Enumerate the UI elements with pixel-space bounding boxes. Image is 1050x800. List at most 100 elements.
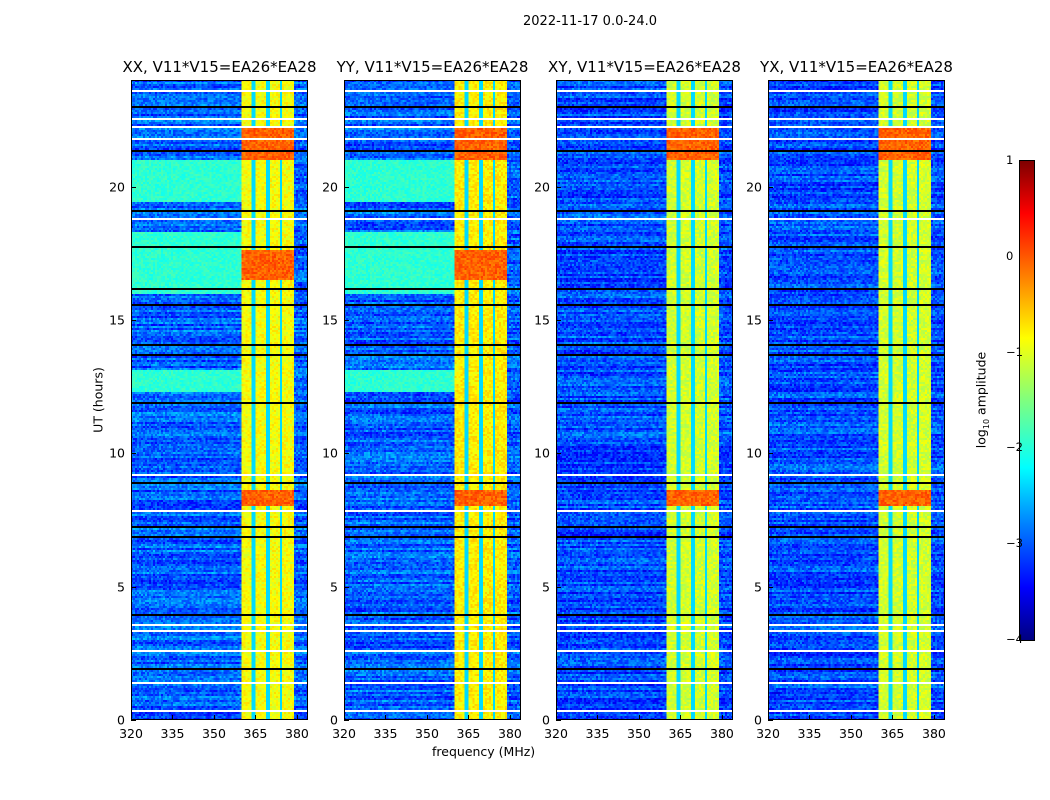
y-tick-label: 20 xyxy=(534,179,550,195)
heatmap-panel-4: YX, V11*V15=EA26*EA28 320 335 350 365 380 0 5 10… xyxy=(746,58,953,741)
figure-title: 2022-11-17 0.0-24.0 xyxy=(523,14,657,29)
x-tick-label: 350 xyxy=(627,726,651,741)
colorbar-label: log10 amplitude xyxy=(973,351,991,449)
colorbar-tick-label: −1 xyxy=(1006,344,1023,359)
heatmap-image xyxy=(344,80,521,720)
y-tick-label: 15 xyxy=(109,312,125,328)
x-tick-mark xyxy=(344,715,345,720)
x-tick-label: 365 xyxy=(880,726,905,741)
heatmap-panel-2: YY, V11*V15=EA26*EA28 320 335 350 365 380 0 5 10… xyxy=(322,58,528,741)
y-axis-label: UT (hours) xyxy=(90,367,106,433)
y-tick-label: 5 xyxy=(117,579,125,595)
x-tick-mark xyxy=(255,715,257,720)
y-tick-mark xyxy=(131,453,136,455)
panel-title: XY, V11*V15=EA26*EA28 xyxy=(548,58,741,76)
x-tick-mark xyxy=(892,715,894,720)
x-tick-mark xyxy=(809,715,811,720)
y-tick-mark xyxy=(556,720,561,721)
plot-frame xyxy=(768,80,945,720)
x-tick-label: 335 xyxy=(373,726,398,741)
y-tick-label: 0 xyxy=(542,712,550,728)
y-tick-mark xyxy=(768,453,773,455)
y-tick-label: 0 xyxy=(754,712,762,728)
heatmap-panel-3: XY, V11*V15=EA26*EA28 320 335 350 365 380 0 5 10… xyxy=(534,58,741,741)
heatmap-image xyxy=(556,80,733,720)
x-tick-mark xyxy=(680,715,682,720)
colorbar-tick-label: −3 xyxy=(1006,536,1023,551)
y-tick-label: 0 xyxy=(330,712,338,728)
colorbar-tick-label: −2 xyxy=(1006,440,1023,455)
y-tick-mark xyxy=(344,186,349,188)
x-tick-label: 320 xyxy=(332,726,356,741)
x-tick-mark xyxy=(721,715,723,720)
y-tick-label: 10 xyxy=(534,445,550,461)
y-tick-mark xyxy=(344,320,349,321)
x-tick-label: 320 xyxy=(756,726,780,741)
y-tick-label: 10 xyxy=(322,445,338,461)
x-tick-label: 365 xyxy=(243,726,268,741)
y-tick-label: 5 xyxy=(754,579,762,595)
y-tick-mark xyxy=(131,586,136,588)
x-tick-mark xyxy=(509,715,511,720)
x-tick-mark xyxy=(850,715,852,720)
x-tick-mark xyxy=(213,715,215,720)
colorbar-tick-label: 1 xyxy=(1006,153,1014,167)
panel-title: XX, V11*V15=EA26*EA28 xyxy=(122,58,317,76)
x-tick-label: 380 xyxy=(710,726,734,741)
x-tick-mark xyxy=(426,715,428,720)
x-tick-mark xyxy=(768,715,769,720)
x-tick-mark xyxy=(933,715,935,720)
x-tick-mark xyxy=(172,715,174,720)
y-tick-label: 15 xyxy=(746,312,762,328)
y-tick-label: 5 xyxy=(330,579,338,595)
y-tick-mark xyxy=(556,320,561,321)
x-tick-mark xyxy=(468,715,470,720)
x-tick-mark xyxy=(556,715,557,720)
colorbar-tick-label: −4 xyxy=(1006,632,1023,646)
y-tick-label: 20 xyxy=(322,179,338,195)
x-tick-mark xyxy=(638,715,640,720)
y-tick-label: 10 xyxy=(109,445,125,461)
panel-title: YY, V11*V15=EA26*EA28 xyxy=(336,58,529,76)
y-tick-mark xyxy=(768,186,773,188)
y-tick-mark xyxy=(556,186,561,188)
colorbar xyxy=(1019,160,1035,641)
plot-frame xyxy=(344,80,521,720)
y-tick-mark xyxy=(768,720,773,721)
x-tick-label: 365 xyxy=(456,726,481,741)
x-tick-mark xyxy=(131,715,132,720)
y-tick-mark xyxy=(768,586,773,588)
y-tick-mark xyxy=(131,720,136,721)
x-tick-label: 380 xyxy=(285,726,309,741)
y-tick-label: 15 xyxy=(534,312,550,328)
y-tick-label: 0 xyxy=(117,712,125,728)
y-tick-mark xyxy=(344,586,349,588)
heatmap-image xyxy=(131,80,308,720)
x-tick-label: 335 xyxy=(585,726,610,741)
y-tick-mark xyxy=(131,186,136,188)
x-tick-label: 335 xyxy=(797,726,822,741)
y-tick-mark xyxy=(556,453,561,455)
y-tick-mark xyxy=(768,320,773,321)
heatmap-image xyxy=(768,80,945,720)
colorbar-tick-label: 0 xyxy=(1006,248,1014,263)
x-tick-label: 380 xyxy=(498,726,522,741)
x-tick-mark xyxy=(597,715,599,720)
y-tick-label: 10 xyxy=(746,445,762,461)
x-tick-label: 335 xyxy=(160,726,185,741)
y-tick-mark xyxy=(556,586,561,588)
x-tick-mark xyxy=(385,715,387,720)
y-tick-label: 15 xyxy=(322,312,338,328)
x-tick-label: 350 xyxy=(839,726,863,741)
y-tick-mark xyxy=(131,320,136,321)
y-tick-mark xyxy=(344,453,349,455)
y-tick-label: 20 xyxy=(746,179,762,195)
y-tick-mark xyxy=(344,720,349,721)
x-tick-label: 320 xyxy=(544,726,568,741)
plot-frame xyxy=(131,80,308,720)
x-axis-label: frequency (MHz) xyxy=(432,744,536,759)
y-tick-label: 20 xyxy=(109,179,125,195)
x-tick-label: 365 xyxy=(668,726,693,741)
panel-title: YX, V11*V15=EA26*EA28 xyxy=(760,58,953,76)
